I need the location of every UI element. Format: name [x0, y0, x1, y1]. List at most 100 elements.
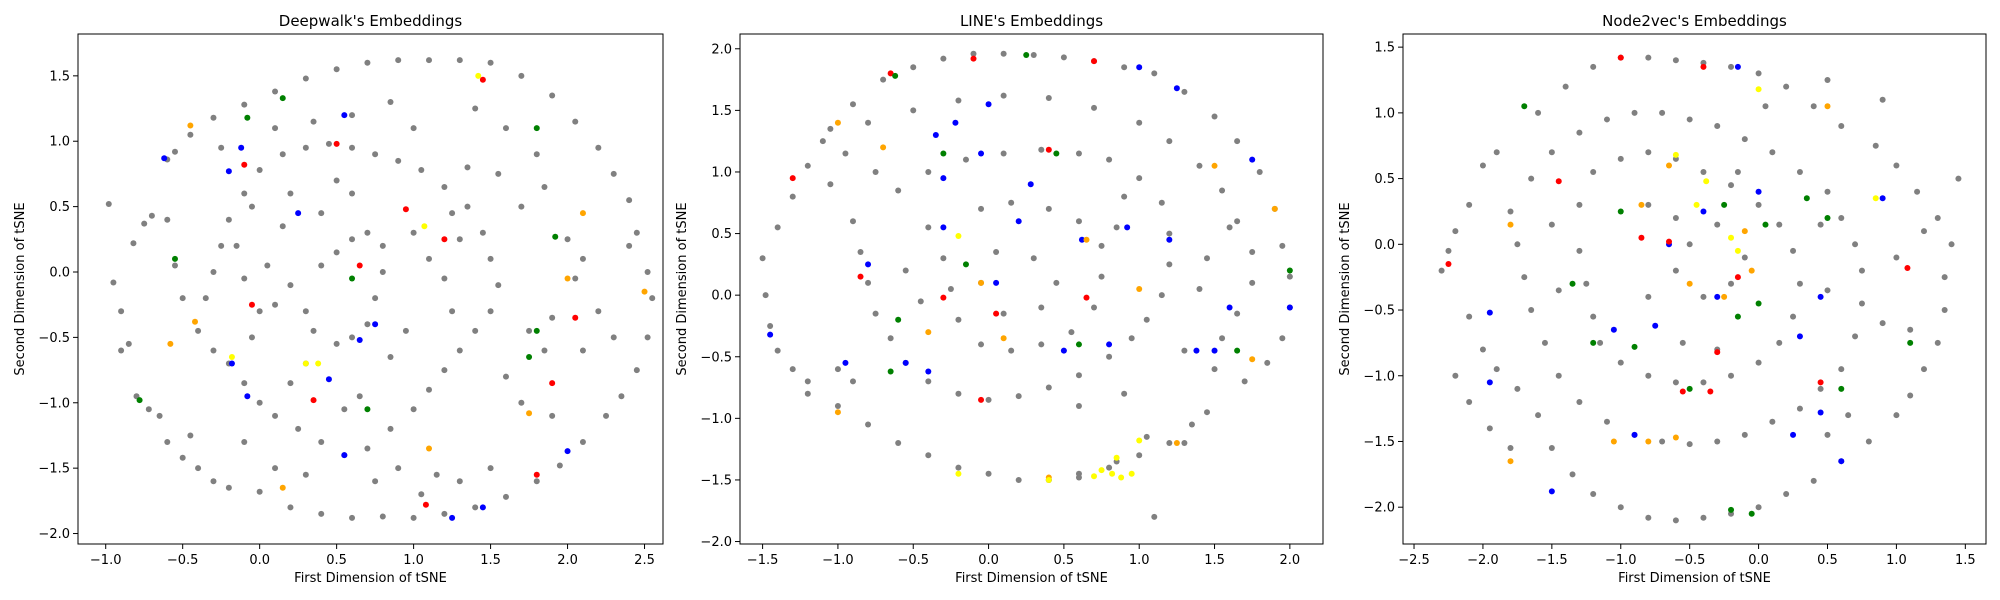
data-point — [978, 279, 985, 286]
data-point — [887, 368, 894, 375]
data-point — [464, 203, 471, 210]
data-point — [1700, 293, 1707, 300]
data-point — [495, 170, 502, 177]
data-point — [1000, 92, 1007, 99]
data-point — [318, 439, 325, 445]
data-point — [118, 308, 125, 315]
data-point — [1091, 304, 1098, 311]
data-point — [1666, 162, 1673, 169]
y-tick-label: −1.0 — [1363, 369, 1395, 384]
data-point — [857, 249, 864, 256]
deepwalk-scatter-panel: Deepwalk's Embeddings First Dimension of… — [13, 12, 664, 586]
data-point — [272, 412, 279, 419]
data-point — [1824, 103, 1831, 110]
data-point — [767, 322, 774, 329]
data-point — [526, 354, 533, 360]
data-point — [849, 218, 856, 225]
data-point — [1166, 439, 1173, 446]
data-point — [333, 140, 340, 147]
data-point — [395, 465, 402, 472]
data-point — [244, 114, 251, 121]
data-point — [1776, 221, 1783, 228]
data-point — [1610, 326, 1617, 333]
data-point — [241, 380, 248, 387]
data-point — [552, 233, 559, 240]
data-point — [349, 236, 356, 243]
data-point — [1452, 228, 1459, 235]
data-point — [518, 203, 525, 210]
data-point — [1659, 109, 1666, 116]
y-tick-label: 1.0 — [1374, 106, 1395, 121]
data-point — [1493, 149, 1500, 156]
data-point — [641, 288, 648, 295]
data-point — [962, 156, 969, 163]
data-point — [325, 140, 332, 147]
data-point — [1631, 109, 1638, 116]
data-point — [564, 275, 571, 282]
data-point — [472, 105, 479, 112]
data-point — [349, 190, 356, 197]
data-point — [902, 267, 909, 274]
data-point — [1714, 349, 1721, 356]
data-point — [318, 262, 325, 269]
data-point — [1204, 409, 1211, 416]
data-point — [279, 95, 286, 102]
data-point — [1196, 286, 1203, 292]
data-point — [762, 292, 769, 299]
data-point — [479, 504, 486, 511]
data-point — [171, 148, 178, 155]
x-tick-label: 1.0 — [403, 553, 424, 568]
data-point — [364, 321, 371, 328]
data-point — [910, 107, 917, 114]
data-point — [279, 151, 286, 158]
data-point — [164, 439, 171, 445]
data-point — [1672, 434, 1679, 441]
data-point — [985, 470, 992, 477]
data-point — [1226, 304, 1233, 311]
data-point — [518, 72, 525, 79]
data-point — [1486, 425, 1493, 432]
data-point — [955, 470, 962, 477]
data-point — [171, 262, 178, 269]
data-point — [1548, 149, 1555, 156]
data-point — [1121, 64, 1128, 71]
data-point — [1948, 241, 1955, 248]
data-point — [564, 448, 571, 455]
data-point — [1249, 249, 1256, 256]
data-point — [1249, 279, 1256, 286]
data-point — [1907, 339, 1914, 346]
data-point — [1790, 313, 1797, 320]
data-point — [372, 321, 379, 328]
data-point — [310, 397, 317, 404]
data-point — [1941, 307, 1948, 314]
data-point — [955, 316, 962, 323]
data-point — [1824, 188, 1831, 195]
data-point — [410, 514, 417, 521]
data-point — [1143, 433, 1150, 440]
data-point — [210, 114, 217, 121]
data-point — [1617, 208, 1624, 215]
data-point — [387, 425, 394, 432]
chart-title: Deepwalk's Embeddings — [279, 12, 463, 30]
x-tick-label: 1.0 — [1886, 553, 1907, 568]
data-point — [1893, 412, 1900, 419]
x-tick-label: 1.5 — [480, 553, 501, 568]
data-point — [449, 308, 456, 315]
data-point — [925, 368, 932, 375]
data-point — [774, 224, 781, 231]
data-point — [633, 229, 640, 236]
data-point — [372, 151, 379, 158]
data-point — [456, 57, 463, 64]
data-point — [1038, 146, 1045, 153]
data-point — [533, 125, 540, 132]
data-point — [218, 242, 225, 249]
x-tick-label: 0.5 — [326, 553, 347, 568]
data-point — [1590, 313, 1597, 320]
data-point — [1576, 129, 1583, 136]
data-point — [603, 412, 610, 419]
data-point — [549, 380, 556, 387]
data-point — [244, 393, 251, 400]
data-point — [1796, 280, 1803, 287]
data-point — [426, 57, 432, 64]
data-point — [1934, 215, 1941, 222]
